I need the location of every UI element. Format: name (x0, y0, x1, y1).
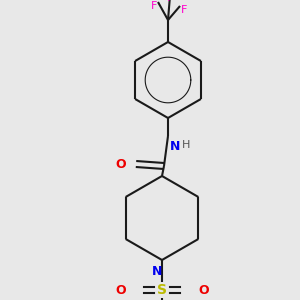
Text: F: F (151, 1, 157, 11)
Text: O: O (116, 284, 126, 296)
Text: F: F (181, 5, 187, 15)
Text: S: S (157, 283, 167, 297)
Text: H: H (182, 140, 190, 150)
Text: N: N (152, 265, 162, 278)
Text: F: F (167, 0, 173, 3)
Text: O: O (116, 158, 126, 170)
Text: O: O (198, 284, 208, 296)
Text: N: N (170, 140, 180, 153)
